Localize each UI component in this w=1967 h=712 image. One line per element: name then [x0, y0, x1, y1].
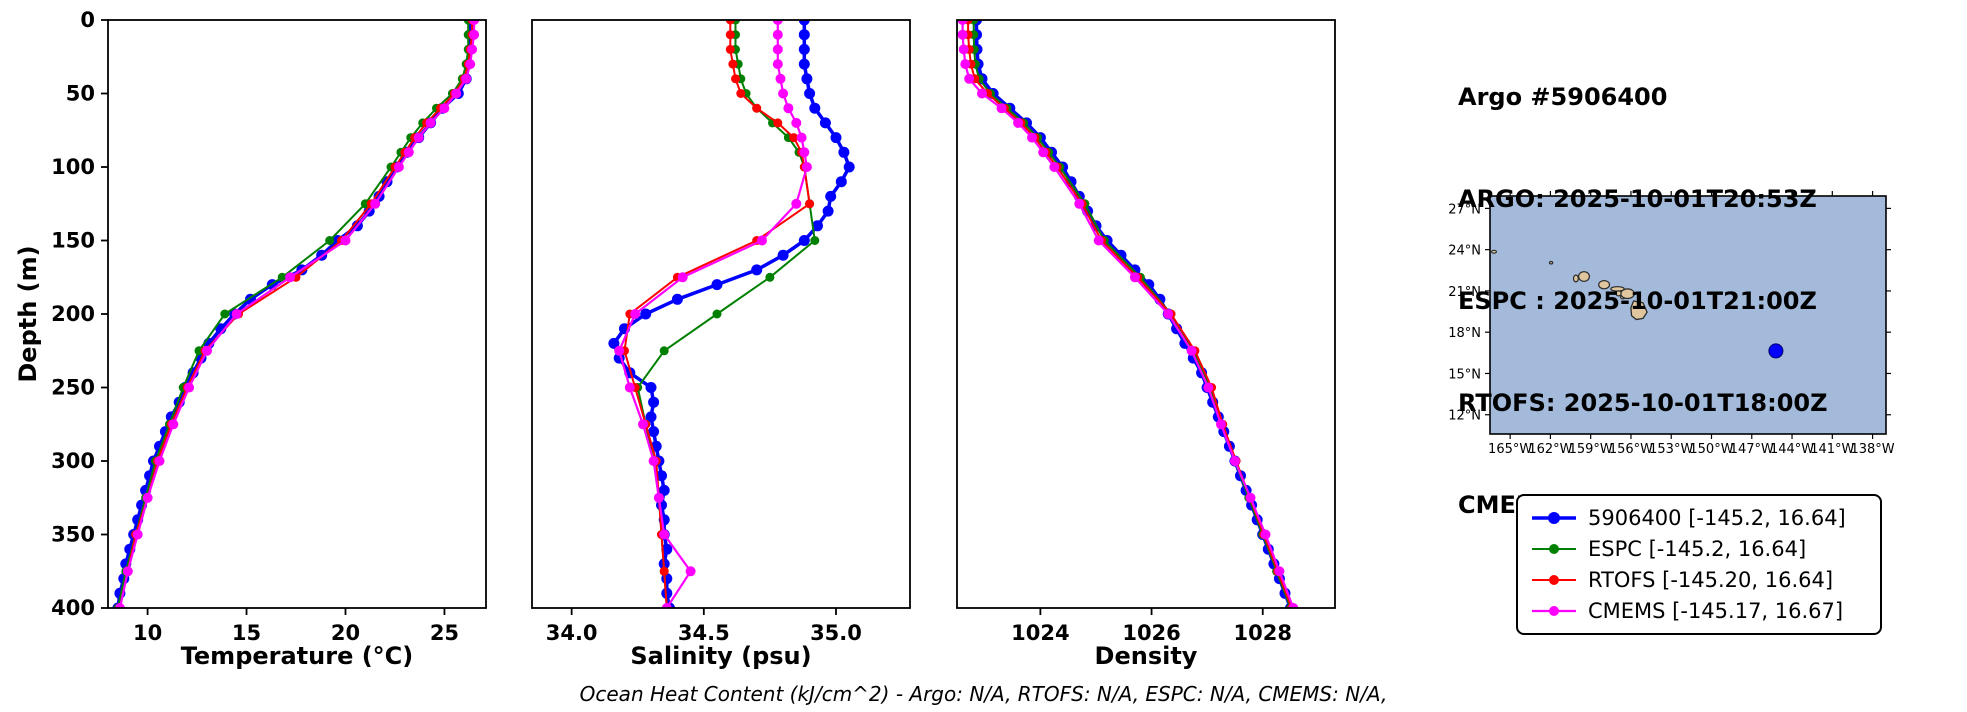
profile-line-ESPC — [116, 20, 470, 608]
profile-line-CMEMS — [118, 20, 476, 608]
legend-marker-icon — [1532, 512, 1576, 524]
x-tick-label: 1026 — [1122, 621, 1180, 645]
map-lon-label: 144°W — [1770, 442, 1814, 457]
profile-markers-5906400 — [971, 20, 1296, 608]
legend: 5906400 [-145.2, 16.64] ESPC [-145.2, 16.… — [1516, 494, 1882, 635]
legend-label: CMEMS [-145.17, 16.67] — [1588, 599, 1844, 623]
x-tick-label: 15 — [232, 621, 261, 645]
hawaiian-islands — [1490, 249, 1648, 321]
profile-line-5906400 — [116, 20, 472, 608]
ocean-heat-content-footer: Ocean Heat Content (kJ/cm^2) - Argo: N/A… — [579, 682, 1388, 706]
depth-tick-label: 300 — [51, 449, 95, 473]
x-tick-label: 25 — [430, 621, 459, 645]
info-rtofs-time: RTOFS: 2025-10-01T18:00Z — [1458, 389, 1828, 417]
location-map: 165°W162°W159°W156°W153°W150°W147°W144°W… — [1448, 191, 1895, 457]
map-lon-label: 150°W — [1689, 442, 1733, 457]
temperature-axis-label: Temperature (°C) — [180, 642, 414, 670]
map-ocean — [1489, 195, 1887, 435]
density-axis-label: Density — [1094, 642, 1198, 670]
map-lat-label: 15°N — [1448, 367, 1481, 382]
map-lat-label: 12°N — [1448, 409, 1481, 424]
float-position-marker — [1768, 343, 1784, 359]
map-lon-label: 141°W — [1810, 442, 1854, 457]
profile-line-RTOFS — [118, 20, 474, 608]
depth-tick-label: 50 — [66, 82, 95, 106]
big-island — [1630, 300, 1648, 321]
depth-tick-labels: 0 50 100 150 200 250 300 350 400 — [51, 8, 108, 620]
x-tick-label: 10 — [133, 621, 162, 645]
profile-markers-CMEMS — [114, 20, 480, 608]
map-lat-label: 18°N — [1448, 326, 1481, 341]
map-lon-label: 138°W — [1850, 442, 1894, 457]
info-argo-time: ARGO: 2025-10-01T20:53Z — [1458, 185, 1817, 213]
depth-axis-label: Depth (m) — [14, 245, 42, 383]
x-tick-label: 20 — [331, 621, 360, 645]
profile-line-ESPC — [972, 20, 1292, 608]
legend-item-5906400: 5906400 [-145.2, 16.64] — [1530, 504, 1868, 532]
x-tick-labels: 1024 1026 1028 — [1011, 608, 1292, 645]
profile-markers-5906400 — [112, 20, 476, 608]
legend-item-cmems: CMEMS [-145.17, 16.67] — [1530, 597, 1868, 625]
legend-label: ESPC [-145.2, 16.64] — [1588, 537, 1807, 561]
info-espc-time: ESPC : 2025-10-01T21:00Z — [1458, 287, 1817, 315]
legend-label: RTOFS [-145.20, 16.64] — [1588, 568, 1834, 592]
profile-markers-ESPC — [113, 20, 473, 608]
salinity-axis-label: Salinity (psu) — [630, 642, 812, 670]
map-lon-label: 156°W — [1609, 442, 1653, 457]
legend-label: 5906400 [-145.2, 16.64] — [1588, 506, 1846, 530]
x-tick-label: 34.0 — [546, 621, 598, 645]
x-tick-label: 1024 — [1011, 621, 1069, 645]
depth-tick-label: 100 — [51, 155, 95, 179]
depth-tick-label: 400 — [51, 596, 95, 620]
legend-marker-icon — [1532, 544, 1576, 554]
depth-tick-label: 150 — [51, 229, 95, 253]
x-tick-label: 34.5 — [678, 621, 730, 645]
map-lon-label: 147°W — [1730, 442, 1774, 457]
x-tick-label: 35.0 — [810, 621, 862, 645]
depth-tick-label: 350 — [51, 523, 95, 547]
x-tick-label: 1028 — [1234, 621, 1292, 645]
depth-tick-label: 250 — [51, 376, 95, 400]
legend-marker-icon — [1532, 575, 1576, 585]
map-lon-label: 159°W — [1569, 442, 1613, 457]
depth-tick-label: 0 — [80, 8, 95, 32]
profile-line-RTOFS — [967, 20, 1293, 608]
depth-tick-label: 200 — [51, 302, 95, 326]
profile-markers-RTOFS — [115, 20, 477, 608]
profile-markers-ESPC — [969, 20, 1295, 608]
profile-markers-5906400 — [608, 20, 855, 608]
legend-item-rtofs: RTOFS [-145.20, 16.64] — [1530, 566, 1868, 594]
map-lat-label: 24°N — [1448, 244, 1481, 259]
panel-frame — [531, 19, 911, 609]
panel-frame — [956, 19, 1336, 609]
profile-line-5906400 — [974, 20, 1293, 608]
x-tick-labels: 10 15 20 25 — [133, 608, 459, 645]
legend-marker-icon — [1532, 606, 1576, 616]
profile-markers-CMEMS — [614, 20, 812, 608]
map-lon-label: 162°W — [1528, 442, 1572, 457]
panel-frame — [107, 19, 487, 609]
info-title: Argo #5906400 — [1458, 83, 1668, 111]
map-lat-label: 27°N — [1448, 202, 1481, 217]
profile-panel-1: 34.0 34.5 35.0 — [531, 19, 911, 645]
legend-item-espc: ESPC [-145.2, 16.64] — [1530, 535, 1868, 563]
map-lon-label: 165°W — [1488, 442, 1532, 457]
x-tick-labels: 34.0 34.5 35.0 — [546, 608, 862, 645]
profile-panel-2: 1024 1026 1028 — [956, 19, 1336, 645]
map-lat-label: 21°N — [1448, 285, 1481, 300]
profile-markers-CMEMS — [957, 20, 1299, 608]
map-lon-label: 153°W — [1649, 442, 1693, 457]
map-ticks: 165°W162°W159°W156°W153°W150°W147°W144°W… — [1448, 191, 1895, 457]
